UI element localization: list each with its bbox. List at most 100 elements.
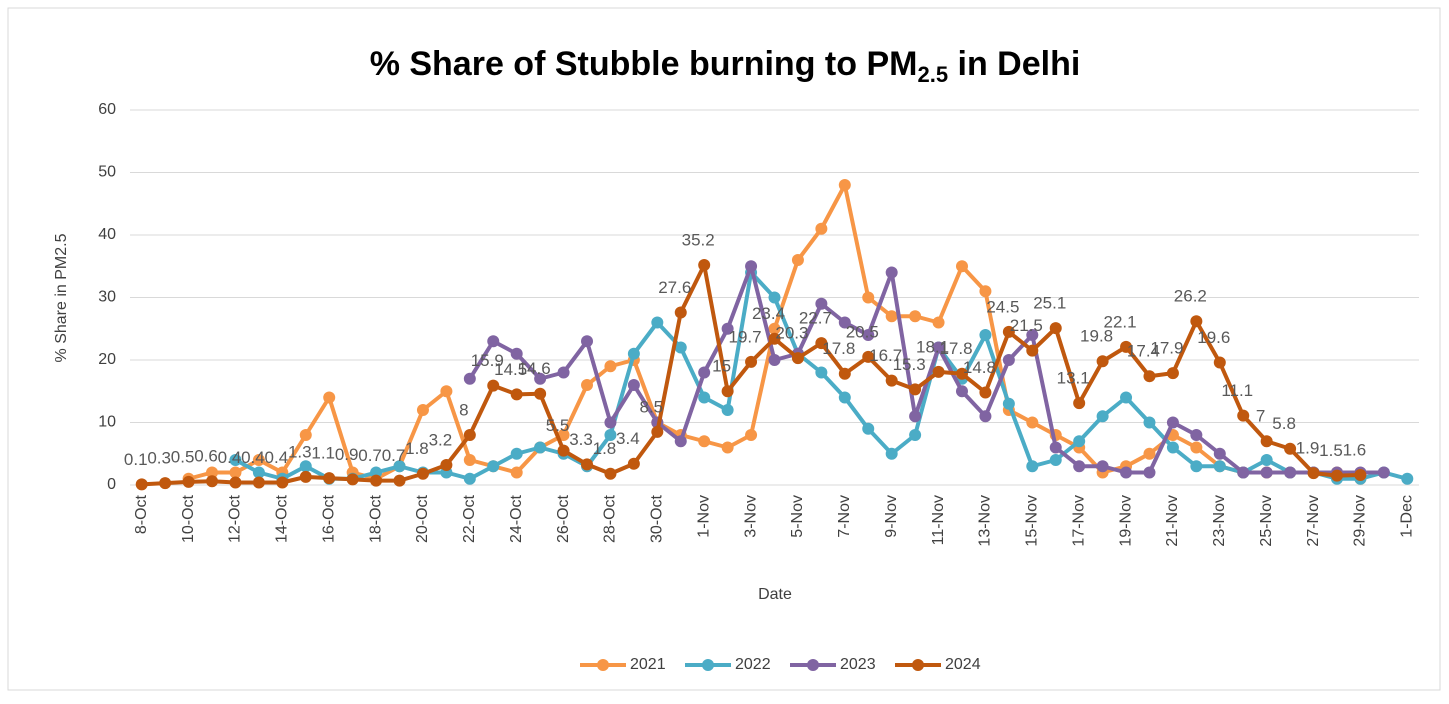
data-point	[440, 459, 453, 471]
x-tick-label: 19-Nov	[1117, 495, 1134, 547]
data-point	[721, 441, 734, 454]
x-tick-label: 20-Oct	[414, 494, 431, 543]
x-axis-label: Date	[758, 586, 792, 603]
data-point	[393, 474, 406, 487]
data-point	[1237, 409, 1250, 422]
data-label: 15	[712, 357, 731, 376]
data-label: 20.3	[775, 324, 808, 343]
data-point	[299, 470, 312, 483]
data-point	[674, 341, 687, 354]
data-point	[1143, 447, 1156, 460]
x-tick-label: 14-Oct	[274, 494, 291, 543]
y-tick-label: 60	[98, 101, 116, 118]
legend-label: 2021	[630, 656, 666, 673]
data-point	[932, 341, 945, 354]
data-label: 21.5	[1010, 316, 1043, 335]
data-point	[627, 457, 640, 470]
data-label: 15.9	[471, 351, 504, 370]
data-point	[159, 477, 172, 490]
data-point	[909, 310, 922, 323]
data-point	[463, 429, 476, 441]
data-point	[979, 285, 992, 298]
x-tick-label: 30-Oct	[649, 494, 666, 543]
data-point	[1213, 356, 1226, 369]
data-point	[346, 473, 359, 486]
data-point	[604, 429, 617, 441]
data-label: 35.2	[682, 230, 715, 249]
legend-swatch-dot	[597, 659, 609, 671]
data-point	[979, 386, 992, 399]
data-point	[838, 316, 851, 329]
y-tick-label: 50	[98, 164, 116, 181]
data-label: 8.5	[639, 397, 663, 416]
data-point	[1143, 370, 1156, 383]
data-point	[206, 475, 219, 488]
data-label: 15.3	[893, 355, 926, 374]
data-point	[1166, 367, 1179, 380]
data-point	[885, 447, 898, 460]
data-label: 0.4	[218, 448, 242, 467]
data-point	[885, 374, 898, 387]
data-label: 13.1	[1057, 369, 1090, 388]
data-point	[838, 179, 851, 191]
x-tick-label: 18-Oct	[367, 494, 384, 543]
data-point	[885, 310, 898, 323]
y-tick-label: 40	[98, 226, 116, 243]
data-label: 0.6	[194, 447, 218, 466]
x-tick-label: 11-Nov	[930, 495, 947, 545]
data-point	[463, 472, 476, 485]
data-point	[627, 379, 640, 391]
data-point	[979, 329, 992, 341]
y-tick-label: 0	[107, 476, 116, 493]
data-point	[487, 460, 500, 473]
data-point	[510, 347, 523, 360]
data-label: 22.1	[1103, 312, 1136, 331]
data-point	[581, 379, 594, 391]
data-label: 17.8	[822, 339, 855, 358]
data-point	[862, 291, 875, 304]
data-point	[510, 466, 523, 479]
data-point	[1284, 466, 1297, 479]
data-point	[1120, 340, 1133, 353]
data-point	[1237, 466, 1250, 479]
data-label: 17.9	[1150, 339, 1183, 358]
data-point	[745, 355, 758, 368]
data-label: 1.8	[405, 439, 429, 458]
data-label: 1.1	[311, 444, 335, 463]
data-point	[838, 391, 851, 404]
y-tick-label: 10	[98, 414, 116, 431]
data-point	[463, 454, 476, 466]
x-tick-label: 1-Dec	[1399, 495, 1416, 538]
data-point	[229, 476, 242, 489]
data-label: 0.1	[124, 450, 148, 469]
data-label: 7	[1256, 407, 1265, 426]
x-tick-label: 7-Nov	[836, 495, 853, 538]
data-point	[182, 475, 195, 488]
data-point	[487, 335, 500, 348]
data-point	[1073, 397, 1086, 410]
data-point	[955, 260, 968, 273]
legend-label: 2024	[945, 656, 981, 673]
chart-title: % Share of Stubble burning to PM2.5 in D…	[370, 45, 1081, 87]
data-point	[1143, 416, 1156, 429]
data-point	[557, 366, 570, 379]
data-point	[698, 391, 711, 404]
x-tick-label: 16-Oct	[320, 494, 337, 543]
data-point	[1002, 325, 1015, 338]
x-tick-label: 24-Oct	[508, 494, 525, 543]
data-point	[721, 385, 734, 398]
data-point	[557, 444, 570, 457]
data-label: 1.8	[593, 439, 617, 458]
data-point	[768, 322, 781, 335]
data-point	[1026, 460, 1039, 473]
data-point	[557, 429, 570, 441]
x-tick-label: 12-Oct	[227, 494, 244, 543]
data-point	[510, 388, 523, 401]
data-point	[815, 222, 828, 235]
data-point	[885, 266, 898, 279]
data-point	[838, 367, 851, 380]
data-point	[1073, 435, 1086, 448]
data-point	[955, 367, 968, 380]
data-point	[1401, 472, 1414, 485]
data-point	[1049, 454, 1062, 466]
